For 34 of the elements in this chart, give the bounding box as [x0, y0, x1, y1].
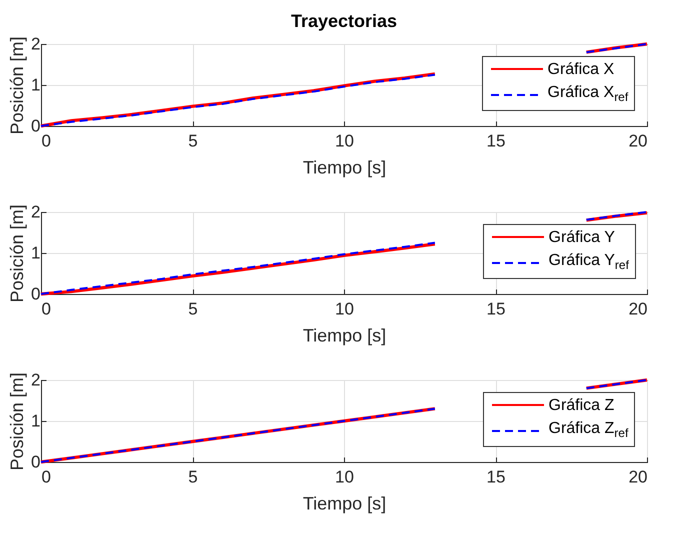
- x-tick-label: 15: [486, 300, 506, 318]
- y-tick-label: 2: [31, 202, 40, 222]
- legend-label: Gráfica Z: [548, 396, 614, 416]
- y-axis-title: Posición [m]: [7, 372, 28, 471]
- legend-label: Gráfica X$_{ref}$: [548, 82, 628, 106]
- legend-label: Gráfica X: [548, 60, 614, 80]
- x-tick-label: 20: [628, 132, 648, 150]
- x-tick-label: 15: [486, 132, 506, 150]
- x-axis-title: Tiempo [s]: [302, 158, 386, 178]
- x-tick-label: 20: [628, 468, 648, 486]
- x-tick-label: 10: [335, 300, 354, 318]
- y-tick-label: 1: [31, 76, 40, 94]
- y-tick-label: 2: [31, 34, 40, 54]
- x-axis-title: Tiempo [s]: [302, 326, 386, 346]
- y-tick-label: 0: [31, 452, 40, 472]
- x-tick-label: 20: [628, 300, 648, 318]
- chart-title: Trayectorias: [290, 11, 398, 31]
- y-tick-label: 0: [31, 116, 40, 136]
- y-tick-label: 2: [31, 370, 40, 390]
- y-axis-title: Posición [m]: [7, 204, 28, 303]
- x-tick-label: 5: [188, 468, 198, 486]
- legend-label: Gráfica Y: [548, 228, 615, 248]
- x-tick-label: 10: [335, 132, 354, 150]
- y-tick-label: 1: [31, 412, 40, 430]
- x-tick-label: 15: [486, 468, 506, 486]
- y-tick-label: 0: [31, 284, 40, 304]
- x-tick-label: 10: [335, 468, 354, 486]
- legend-label: Gráfica Z$_{ref}$: [548, 418, 628, 442]
- x-axis-title: Tiempo [s]: [302, 494, 386, 514]
- y-axis-title: Posición [m]: [7, 36, 28, 135]
- x-tick-label: 5: [188, 300, 198, 318]
- x-tick-label: 5: [188, 132, 198, 150]
- y-tick-label: 1: [31, 244, 40, 262]
- legend-label: Gráfica Y$_{ref}$: [548, 250, 629, 274]
